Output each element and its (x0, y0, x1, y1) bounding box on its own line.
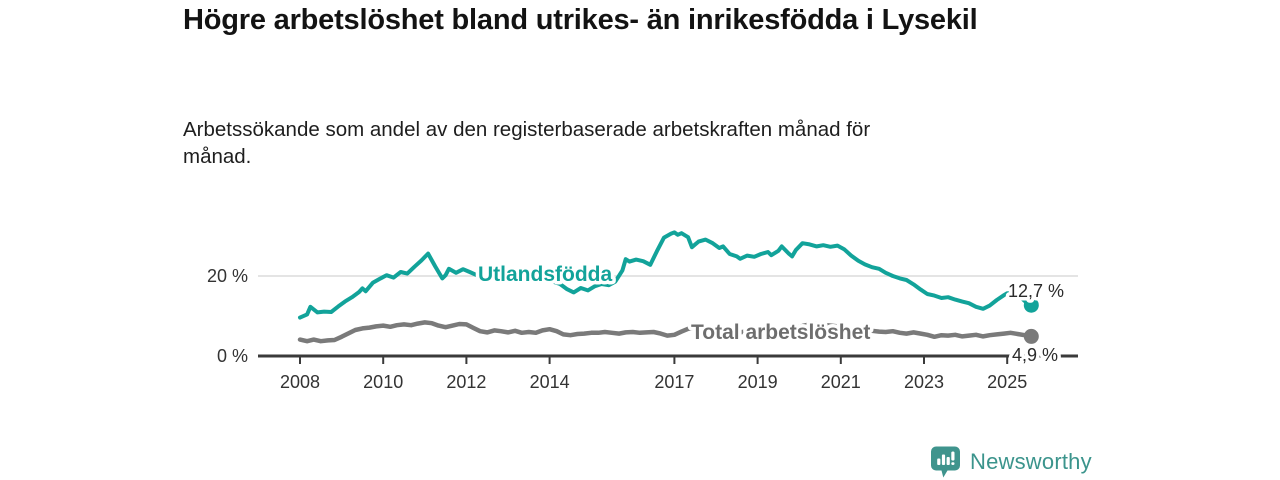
y-tick-label-0: 0 % (217, 346, 248, 366)
end-dot-total (1023, 328, 1039, 344)
series-line-utlandsfodda (298, 230, 1034, 320)
exclamation-dot (951, 461, 955, 465)
newsworthy-icon (931, 446, 960, 477)
exclamation-stem (951, 451, 955, 460)
x-tick-label-2019: 2019 (738, 372, 778, 392)
newsworthy-logo[interactable]: Newsworthy (931, 445, 1092, 479)
x-tick-label-2023: 2023 (904, 372, 944, 392)
x-tick-label-2025: 2025 (987, 372, 1027, 392)
newsworthy-wordmark: Newsworthy (970, 449, 1092, 474)
x-tick-label-2014: 2014 (530, 372, 570, 392)
x-tick-label-2021: 2021 (821, 372, 861, 392)
x-tick-label-2017: 2017 (654, 372, 694, 392)
series-line-total (297, 320, 1034, 344)
bar-1 (937, 458, 941, 465)
speech-bubble-shape (931, 446, 960, 477)
x-tick-label-2010: 2010 (363, 372, 403, 392)
bar-2 (941, 454, 946, 465)
chart-subtitle: Arbetssökande som andel av den registerb… (183, 118, 871, 169)
bar-3 (946, 456, 950, 465)
chart-title: Högre arbetslöshet bland utrikes- än inr… (183, 4, 978, 36)
x-axis-ticks (299, 356, 1009, 364)
end-dot-utlandsfodda (1023, 297, 1039, 313)
series-label-total-arbetsloshet: Total arbetslöshet (691, 321, 870, 344)
x-tick-label-2012: 2012 (446, 372, 486, 392)
series-group (297, 230, 1039, 344)
x-axis (258, 354, 1078, 364)
end-value-label-utlandsfodda: 12,7 % (1008, 281, 1064, 301)
end-value-label-total: 4,9 % (1012, 345, 1058, 365)
series-label-utlandsfodda: Utlandsfödda (478, 263, 612, 286)
x-axis-tick-labels: 2008 2010 2012 2014 2017 2019 2021 2023 2025 (280, 372, 1027, 392)
x-tick-label-2008: 2008 (280, 372, 320, 392)
y-tick-label-20: 20 % (207, 266, 248, 286)
